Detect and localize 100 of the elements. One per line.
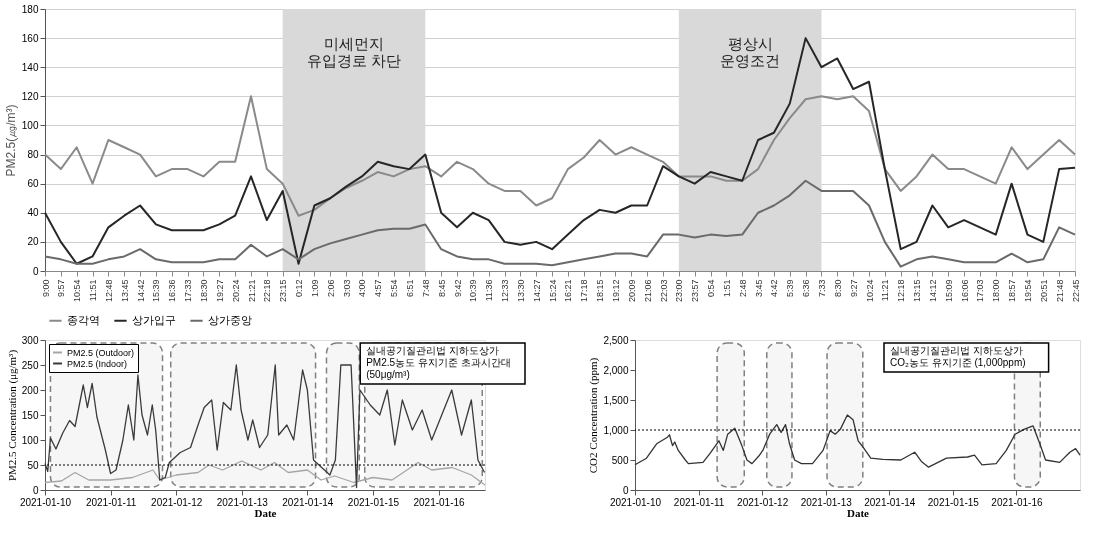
line-series xyxy=(44,179,1076,268)
x-tick-label: 7:48 xyxy=(420,279,431,298)
x-tick-label: 9:57 xyxy=(56,279,67,298)
y-tick-label: 100 xyxy=(21,434,39,446)
x-tick-label: 16:21 xyxy=(563,279,574,303)
x-tick-label: 17:33 xyxy=(183,279,194,303)
x-tick-label: 16:36 xyxy=(167,279,178,303)
x-tick-label: 21:21 xyxy=(246,279,257,303)
y-tick-label: 40 xyxy=(27,207,39,219)
x-tick-label: 20:09 xyxy=(626,279,637,303)
y-tick-label: 250 xyxy=(21,359,39,371)
x-tick-label: 16:06 xyxy=(959,279,970,303)
y-tick-label: 20 xyxy=(27,236,39,248)
x-tick-label: 19:54 xyxy=(1022,279,1033,303)
x-tick-label: 5:39 xyxy=(785,279,796,298)
y-tick-label: 1,000 xyxy=(603,424,629,436)
x-tick-label: 9:00 xyxy=(40,279,51,298)
x-tick-label: 22:18 xyxy=(262,279,273,303)
x-tick-label: 2021-01-13 xyxy=(800,496,853,508)
y-axis-title: PM2.5(㎍/m³) xyxy=(3,104,18,177)
legend-label: 상가중앙 xyxy=(208,313,252,326)
x-tick-label: 2:48 xyxy=(737,279,748,298)
x-tick-label: 20:51 xyxy=(1038,279,1049,303)
x-tick-label: 0:54 xyxy=(706,279,717,298)
x-tick-label: 2021-01-14 xyxy=(864,496,916,508)
x-tick-label: 4:57 xyxy=(373,279,384,298)
y-tick-label: 1,500 xyxy=(603,394,629,406)
y-tick-label: 0 xyxy=(32,265,39,277)
x-tick-label: 9:42 xyxy=(452,279,463,298)
y-tick-label: 0 xyxy=(32,484,39,496)
y-tick-label: 80 xyxy=(27,149,39,161)
y-tick-label: 500 xyxy=(611,454,629,466)
legend-label: PM2.5 (Indoor) xyxy=(67,358,128,369)
x-tick-label: 2021-01-10 xyxy=(609,496,662,508)
x-tick-label: 6:36 xyxy=(801,279,812,298)
x-tick-label: 20:24 xyxy=(230,279,241,303)
y-tick-label: 140 xyxy=(21,61,39,73)
legend-label: 종각역 xyxy=(67,313,100,326)
legend-label: PM2.5 (Outdoor) xyxy=(67,347,135,358)
x-tick-label: 15:09 xyxy=(943,279,954,303)
x-tick-label: 23:00 xyxy=(674,279,685,303)
x-tick-label: 1:09 xyxy=(309,279,320,298)
x-tick-label: 0:12 xyxy=(294,279,305,298)
x-tick-label: 1:51 xyxy=(721,279,732,298)
y-tick-label: 60 xyxy=(27,178,39,190)
y-tick-label: 100 xyxy=(21,119,39,131)
x-tick-label: 18:00 xyxy=(991,279,1002,303)
x-tick-label: 18:57 xyxy=(1007,279,1018,303)
x-axis-title: Date xyxy=(847,506,870,519)
x-tick-label: 13:45 xyxy=(119,279,130,303)
x-tick-label: 2021-01-12 xyxy=(737,496,789,508)
x-tick-label: 13:30 xyxy=(515,279,526,303)
legend-label: 상가입구 xyxy=(132,313,176,326)
annotation: 실내공기질관리법 지하도상가 PM2.5농도 유지기준 초과시간대 (50μg/m³) xyxy=(366,345,511,380)
y-tick-label: 150 xyxy=(21,409,39,421)
x-tick-label: 19:12 xyxy=(610,279,621,303)
x-tick-label: 21:48 xyxy=(1054,279,1065,303)
y-tick-label: 300 xyxy=(21,334,39,346)
band-label: 평상시 운영조건 xyxy=(720,35,781,69)
x-tick-label: 7:33 xyxy=(816,279,827,298)
x-tick-label: 13:15 xyxy=(912,279,923,303)
x-tick-label: 14:42 xyxy=(135,279,146,303)
x-tick-label: 22:03 xyxy=(658,279,669,303)
x-tick-label: 4:00 xyxy=(357,279,368,298)
y-tick-label: 2,000 xyxy=(603,364,629,376)
x-tick-label: 14:27 xyxy=(531,279,542,303)
y-tick-label: 50 xyxy=(27,459,39,471)
band-label: 미세먼지 유입경로 차단 xyxy=(306,35,402,69)
x-tick-label: 22:45 xyxy=(1070,279,1081,303)
x-tick-label: 2:06 xyxy=(325,279,336,298)
x-tick-label: 18:15 xyxy=(595,279,606,303)
line-series xyxy=(44,95,1076,217)
x-tick-label: 10:39 xyxy=(468,279,479,303)
x-tick-label: 5:54 xyxy=(389,279,400,298)
y-tick-label: 2,500 xyxy=(603,334,629,346)
x-tick-label: 4:42 xyxy=(769,279,780,298)
x-tick-label: 10:24 xyxy=(864,279,875,303)
y-tick-label: 0 xyxy=(622,484,629,496)
x-tick-label: 18:30 xyxy=(198,279,209,303)
x-tick-label: 2021-01-16 xyxy=(991,496,1043,508)
line-series xyxy=(634,414,1081,468)
x-tick-label: 17:18 xyxy=(579,279,590,303)
x-tick-label: 12:48 xyxy=(103,279,114,303)
x-tick-label: 12:33 xyxy=(500,279,511,303)
x-tick-label: 15:39 xyxy=(151,279,162,303)
x-tick-label: 11:21 xyxy=(880,279,891,302)
y-tick-label: 120 xyxy=(21,90,39,102)
x-tick-label: 19:27 xyxy=(214,279,225,303)
x-tick-label: 2021-01-12 xyxy=(151,496,203,508)
x-tick-label: 3:45 xyxy=(753,279,764,298)
x-tick-label: 23:15 xyxy=(278,279,289,303)
line-series xyxy=(44,37,1076,265)
x-tick-label: 2021-01-15 xyxy=(927,496,980,508)
y-tick-label: 180 xyxy=(21,3,39,15)
x-tick-label: 15:24 xyxy=(547,279,558,303)
y-axis-title: CO2 Concentration (ppm) xyxy=(587,357,601,474)
x-tick-label: 14:12 xyxy=(927,279,938,303)
x-tick-label: 2021-01-10 xyxy=(19,496,72,508)
y-tick-label: 200 xyxy=(21,384,39,396)
x-tick-label: 12:18 xyxy=(896,279,907,303)
